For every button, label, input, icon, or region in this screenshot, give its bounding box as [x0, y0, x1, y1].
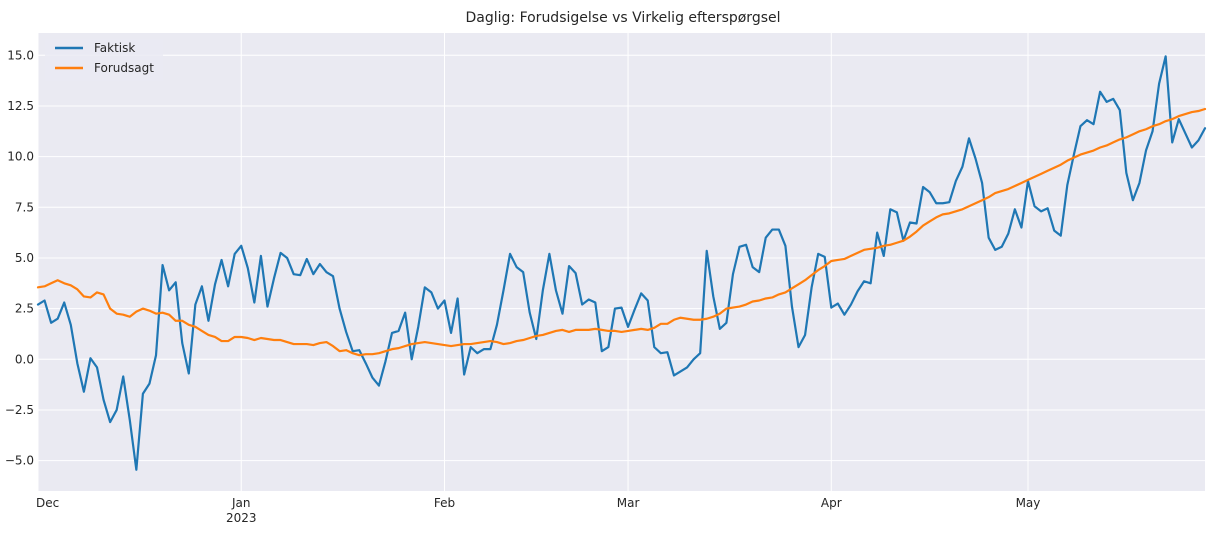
x-tick-label: Mar	[617, 496, 640, 510]
x-tick-label: Jan	[231, 496, 251, 510]
x-tick-label: Dec	[36, 496, 59, 510]
legend-label-faktisk: Faktisk	[94, 41, 135, 55]
legend-box	[45, 39, 163, 81]
y-tick-label: 2.5	[15, 302, 34, 316]
series-line-faktisk	[36, 55, 1207, 471]
plot-area	[38, 33, 1205, 491]
y-tick-label: −2.5	[5, 403, 34, 417]
y-axis: −5.0 −2.5 0.0 2.5 5.0 7.5 10.0 12.5 15.0	[5, 48, 34, 467]
y-tick-label: 15.0	[7, 48, 34, 62]
x-tick-label: Apr	[821, 496, 842, 510]
x-tick-label: May	[1016, 496, 1041, 510]
y-tick-label: 10.0	[7, 150, 34, 164]
legend-label-forudsagt: Forudsagt	[94, 61, 154, 75]
x-tick-label: Feb	[434, 496, 455, 510]
legend: Faktisk Forudsagt	[45, 39, 163, 81]
y-tick-label: 12.5	[7, 99, 34, 113]
y-tick-label: 0.0	[15, 352, 34, 366]
x-tick-sublabel: 2023	[226, 511, 257, 525]
y-tick-label: 7.5	[15, 200, 34, 214]
y-tick-label: −5.0	[5, 454, 34, 468]
series-layer	[36, 55, 1207, 471]
series-line-forudsagt	[36, 107, 1207, 357]
y-tick-label: 5.0	[15, 251, 34, 265]
chart-title: Daglig: Forudsigelse vs Virkelig eftersp…	[465, 10, 780, 26]
